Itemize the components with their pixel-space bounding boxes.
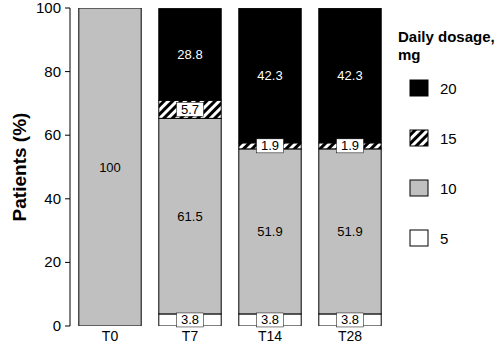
y-axis-label: Patients (%) — [9, 113, 30, 222]
y-axis-line — [70, 8, 71, 326]
legend-swatch — [410, 180, 428, 196]
legend-swatch — [410, 230, 428, 246]
legend-swatch — [410, 80, 428, 96]
legend-label: 5 — [440, 230, 448, 247]
data-label-bg — [177, 102, 204, 116]
y-axis: 0 20 40 60 80 100 — [36, 0, 70, 334]
legend-swatch — [410, 130, 428, 146]
data-label: 3.8 — [261, 312, 279, 327]
data-label-bg — [337, 313, 364, 327]
legend-label: 15 — [440, 130, 457, 147]
x-tick-label: T28 — [338, 328, 362, 344]
data-label-bg — [177, 313, 204, 327]
bars — [79, 8, 381, 326]
bar-segment — [319, 8, 381, 143]
data-label: 1.9 — [261, 138, 279, 153]
chart-container: 0 20 40 60 80 100 Patients (%) T0 T7 T14 T28 100 3.8… — [0, 0, 500, 346]
data-labels: 100 3.8 61.5 5.7 28.8 3.8 51.9 1.9 42.3 3.8 51.9 1.… — [99, 47, 363, 328]
y-tick-label: 100 — [36, 0, 61, 16]
legend-title: Daily dosage,mg — [398, 28, 495, 63]
data-label-bg — [337, 139, 364, 153]
y-tick-label: 40 — [44, 190, 61, 207]
bar-segment — [159, 9, 221, 101]
y-tick — [65, 262, 70, 263]
bar-segment — [239, 8, 301, 143]
y-tick-label: 60 — [44, 126, 61, 143]
bar-segment — [79, 8, 141, 326]
data-label: 42.3 — [257, 68, 282, 83]
x-tick-label: T14 — [258, 328, 282, 344]
data-label: 42.3 — [337, 68, 362, 83]
data-label: 61.5 — [177, 209, 202, 224]
bar-segment — [79, 8, 141, 9]
y-tick-label: 20 — [44, 253, 61, 270]
y-tick-label: 80 — [44, 63, 61, 80]
y-tick — [65, 326, 70, 327]
bar-segment — [159, 100, 221, 118]
data-label: 5.7 — [181, 102, 199, 117]
legend: Daily dosage,mg 20 15 10 5 — [398, 28, 495, 247]
bar-segment — [319, 149, 381, 314]
data-label: 51.9 — [257, 224, 282, 239]
bar-segment — [239, 149, 301, 314]
x-tick-label: T0 — [102, 328, 119, 344]
data-label: 28.8 — [177, 47, 202, 62]
x-tick-label: T7 — [182, 328, 199, 344]
y-tick-label: 0 — [53, 317, 61, 334]
y-tick — [65, 135, 70, 136]
bar-segment — [159, 118, 221, 314]
data-label: 3.8 — [181, 312, 199, 327]
data-label: 51.9 — [337, 224, 362, 239]
data-label-bg — [257, 139, 284, 153]
chart: 0 20 40 60 80 100 Patients (%) T0 T7 T14 T28 100 3.8… — [0, 0, 500, 346]
data-label: 100 — [99, 160, 121, 175]
data-label: 3.8 — [341, 312, 359, 327]
legend-label: 20 — [440, 80, 457, 97]
y-tick — [65, 198, 70, 199]
data-label-bg — [257, 313, 284, 327]
legend-label: 10 — [440, 180, 457, 197]
bar-segment — [79, 8, 141, 9]
y-tick — [65, 71, 70, 72]
y-tick — [65, 8, 70, 9]
data-label: 1.9 — [341, 138, 359, 153]
